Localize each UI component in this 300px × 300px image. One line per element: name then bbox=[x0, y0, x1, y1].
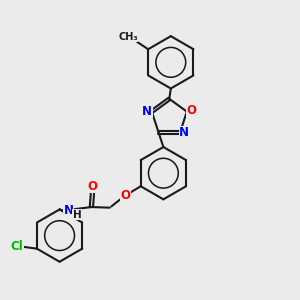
Text: Cl: Cl bbox=[10, 240, 23, 253]
Text: CH₃: CH₃ bbox=[118, 32, 138, 42]
Text: N: N bbox=[179, 126, 189, 139]
Text: H: H bbox=[73, 210, 82, 220]
Text: N: N bbox=[64, 204, 74, 217]
Text: O: O bbox=[187, 104, 196, 117]
Text: N: N bbox=[142, 104, 152, 118]
Text: O: O bbox=[120, 189, 130, 202]
Text: O: O bbox=[88, 180, 98, 193]
